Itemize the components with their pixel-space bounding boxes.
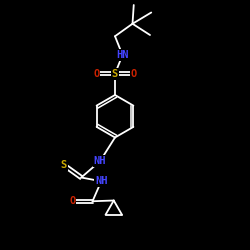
Text: S: S bbox=[60, 160, 67, 170]
Text: NH: NH bbox=[94, 156, 106, 166]
Text: NH: NH bbox=[95, 176, 108, 186]
Text: HN: HN bbox=[116, 50, 129, 60]
Text: O: O bbox=[70, 196, 75, 206]
Text: O: O bbox=[93, 69, 99, 79]
Text: O: O bbox=[130, 69, 137, 79]
Text: S: S bbox=[112, 69, 118, 79]
